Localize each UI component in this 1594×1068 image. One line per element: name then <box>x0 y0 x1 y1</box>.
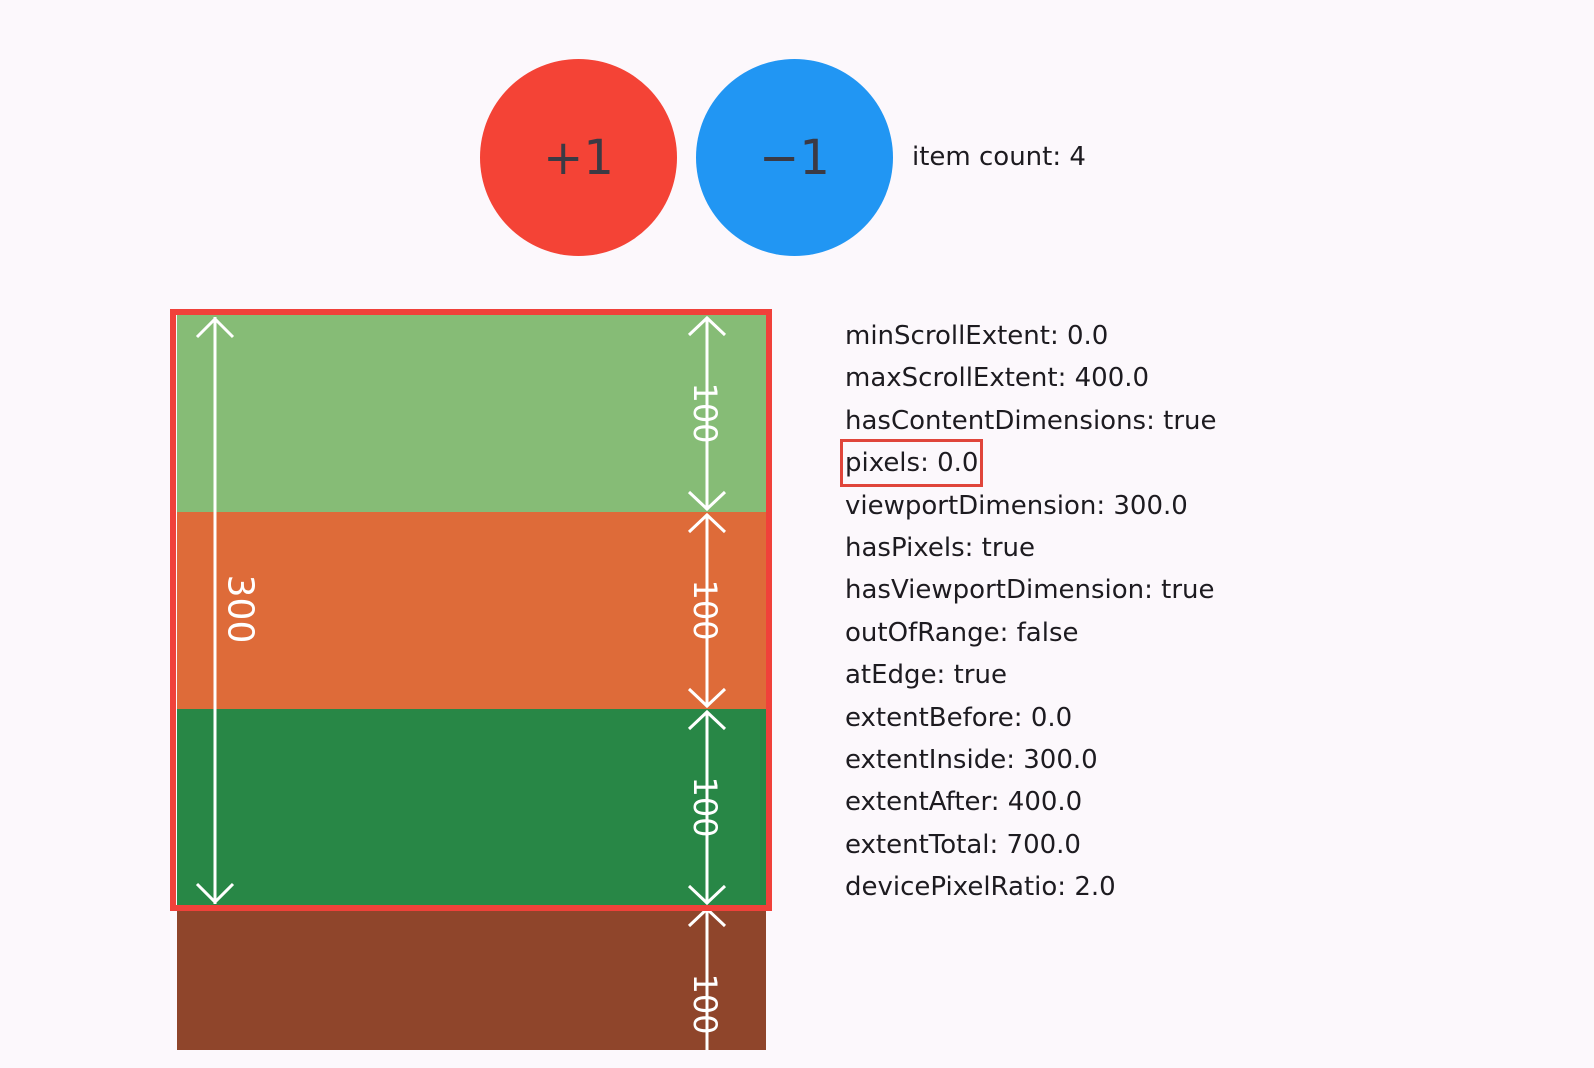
decrement-button[interactable]: −1 <box>696 59 893 256</box>
metric-viewport-dimension: viewportDimension: 300.0 <box>845 490 1188 521</box>
metric-at-edge: atEdge: true <box>845 660 1007 691</box>
metric-has-viewport-dimension: hasViewportDimension: true <box>845 575 1215 606</box>
item-height-label: 100 <box>686 382 724 444</box>
metric-out-of-range: outOfRange: false <box>845 617 1079 648</box>
metric-max-scroll-extent: maxScrollExtent: 400.0 <box>845 363 1150 394</box>
item-height-label: 100 <box>686 776 724 838</box>
decrement-label: −1 <box>759 129 830 186</box>
list-item: 100 <box>177 709 766 906</box>
increment-label: +1 <box>543 129 614 186</box>
viewport-height-label: 300 <box>219 574 261 644</box>
item-count-text: item count: 4 <box>912 142 1086 172</box>
metric-pixels-highlighted: pixels: 0.0 <box>839 439 984 488</box>
list-item: 100 <box>177 512 766 709</box>
metric-extent-total: extentTotal: 700.0 <box>845 829 1081 860</box>
metric-extent-inside: extentInside: 300.0 <box>845 744 1098 775</box>
scroll-metrics-list: minScrollExtent: 0.0 maxScrollExtent: 40… <box>839 316 1217 909</box>
scroll-list[interactable]: 100 100 100 100 <box>177 315 766 1050</box>
double-arrow-icon <box>687 512 727 709</box>
list-item: 100 <box>177 315 766 512</box>
item-height-label: 100 <box>686 973 724 1035</box>
list-item: 100 <box>177 906 766 1050</box>
metric-extent-before: extentBefore: 0.0 <box>845 702 1073 733</box>
metric-has-pixels: hasPixels: true <box>845 532 1036 563</box>
metric-device-pixel-ratio: devicePixelRatio: 2.0 <box>845 872 1116 903</box>
metric-has-content-dimensions: hasContentDimensions: true <box>845 405 1217 436</box>
item-height-label: 100 <box>686 579 724 641</box>
double-arrow-icon <box>687 315 727 512</box>
metric-pixels-row: pixels: 0.0 <box>839 439 1217 488</box>
metric-extent-after: extentAfter: 400.0 <box>845 787 1083 818</box>
double-arrow-icon <box>687 709 727 906</box>
metric-min-scroll-extent: minScrollExtent: 0.0 <box>845 321 1109 351</box>
increment-button[interactable]: +1 <box>480 59 677 256</box>
